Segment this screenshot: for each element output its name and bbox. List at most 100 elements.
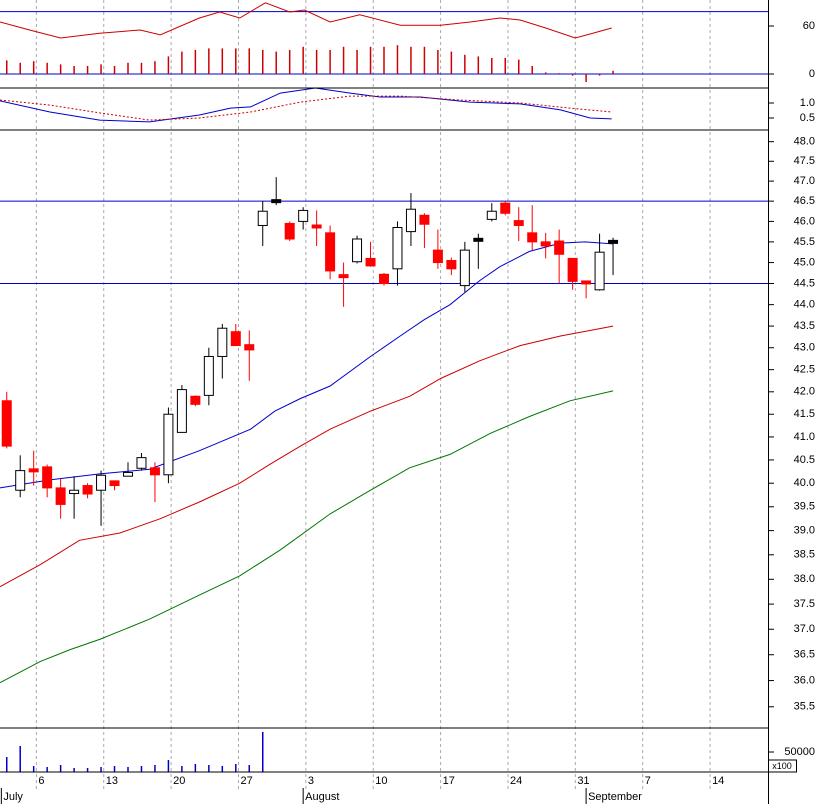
candle-body: [257, 210, 268, 226]
candle-body: [230, 331, 241, 347]
month-label: August: [305, 791, 339, 803]
candle-body: [567, 257, 578, 282]
candle-body: [123, 471, 133, 477]
x-tick-label: 6: [38, 775, 44, 787]
candle-body: [176, 389, 187, 433]
y-tick-label: 41.0: [794, 431, 815, 443]
candle-body: [405, 208, 416, 233]
x-tick-label: 20: [173, 775, 185, 787]
y-tick-label: 46.0: [794, 215, 815, 227]
candle-body: [298, 209, 309, 222]
candle-body: [311, 224, 322, 229]
y-tick-label: 38.0: [794, 573, 815, 585]
y-tick-label: 45.5: [794, 236, 815, 248]
candle-body: [432, 249, 443, 264]
candle-body: [527, 232, 538, 243]
candle-body: [28, 468, 39, 473]
x-tick-label: 7: [645, 775, 651, 787]
candle-body: [217, 327, 228, 357]
candle-body: [96, 474, 107, 491]
x-tick-label: 27: [240, 775, 252, 787]
y-tick-label: 39.0: [794, 525, 815, 537]
candle-body: [338, 274, 349, 279]
candle-body: [271, 199, 282, 204]
x-tick-label: 17: [443, 775, 455, 787]
y-tick-label: 48.0: [794, 136, 815, 148]
y-tick-label: 44.0: [794, 299, 815, 311]
indicator-line: [0, 241, 614, 489]
candle-body: [540, 241, 551, 247]
candle-body: [365, 257, 376, 267]
unit-box: [768, 759, 797, 773]
y-tick-label: 40.5: [794, 454, 815, 466]
indicator-line: [0, 325, 614, 588]
y-tick-label: 41.5: [794, 408, 815, 420]
candle-body: [459, 249, 470, 287]
candle-body: [190, 395, 201, 405]
candle-body: [500, 202, 511, 214]
candle-body: [419, 214, 430, 225]
candle-body: [1, 400, 12, 447]
candle-body: [244, 344, 255, 351]
y-tick-label: 60: [803, 20, 815, 32]
y-tick-label: 44.5: [794, 277, 815, 289]
y-tick-label: 37.0: [794, 623, 815, 635]
indicator-line: [0, 95, 612, 121]
candle-body: [136, 457, 147, 469]
x-tick-label: 10: [375, 775, 387, 787]
y-tick-label: 37.5: [794, 598, 815, 610]
indicator-line: [0, 2, 612, 39]
candle-body: [581, 280, 592, 285]
y-tick-label: 35.5: [794, 701, 815, 713]
y-tick-label: 0: [809, 68, 815, 80]
y-tick-label: 47.5: [794, 155, 815, 167]
candle-body: [109, 480, 120, 487]
candle-body: [486, 210, 497, 220]
candle-body: [608, 239, 619, 244]
candle-body: [149, 467, 160, 476]
candle-body: [42, 466, 53, 489]
candle-body: [594, 251, 605, 291]
month-label: September: [588, 791, 642, 803]
candle-body: [554, 240, 565, 255]
candle-body: [203, 355, 214, 396]
candle-body: [82, 485, 93, 495]
x-tick-label: 31: [577, 775, 589, 787]
y-tick-label: 50000: [784, 746, 815, 758]
y-tick-label: 38.5: [794, 549, 815, 561]
candle-body: [15, 470, 26, 491]
candle-body: [55, 487, 66, 505]
frame: [0, 0, 797, 804]
y-tick-label: 43.5: [794, 320, 815, 332]
unit-label: x100: [772, 761, 792, 771]
y-tick-label: 36.5: [794, 649, 815, 661]
candle-body: [163, 413, 174, 476]
y-tick-label: 46.5: [794, 195, 815, 207]
y-tick-label: 39.5: [794, 501, 815, 513]
candle-body: [446, 259, 457, 270]
candle-body: [379, 273, 389, 284]
y-tick-label: 36.0: [794, 674, 815, 686]
y-tick-label: 40.0: [794, 477, 815, 489]
x-tick-label: 3: [308, 775, 314, 787]
indicator-line: [0, 390, 614, 684]
month-label: July: [3, 791, 23, 803]
candle-body: [69, 489, 80, 495]
x-tick-label: 24: [510, 775, 522, 787]
candle-body: [392, 227, 403, 270]
x-tick-label: 13: [106, 775, 118, 787]
y-tick-label: 1.0: [800, 97, 815, 109]
candle-body: [352, 238, 363, 263]
y-tick-label: 0.5: [800, 112, 815, 124]
x-tick-label: 14: [712, 775, 724, 787]
y-tick-label: 42.0: [794, 386, 815, 398]
y-tick-label: 42.5: [794, 364, 815, 376]
candle-body: [325, 232, 336, 272]
y-tick-label: 43.0: [794, 342, 815, 354]
y-tick-label: 45.0: [794, 256, 815, 268]
y-tick-label: 47.0: [794, 175, 815, 187]
candle-body: [473, 237, 484, 242]
